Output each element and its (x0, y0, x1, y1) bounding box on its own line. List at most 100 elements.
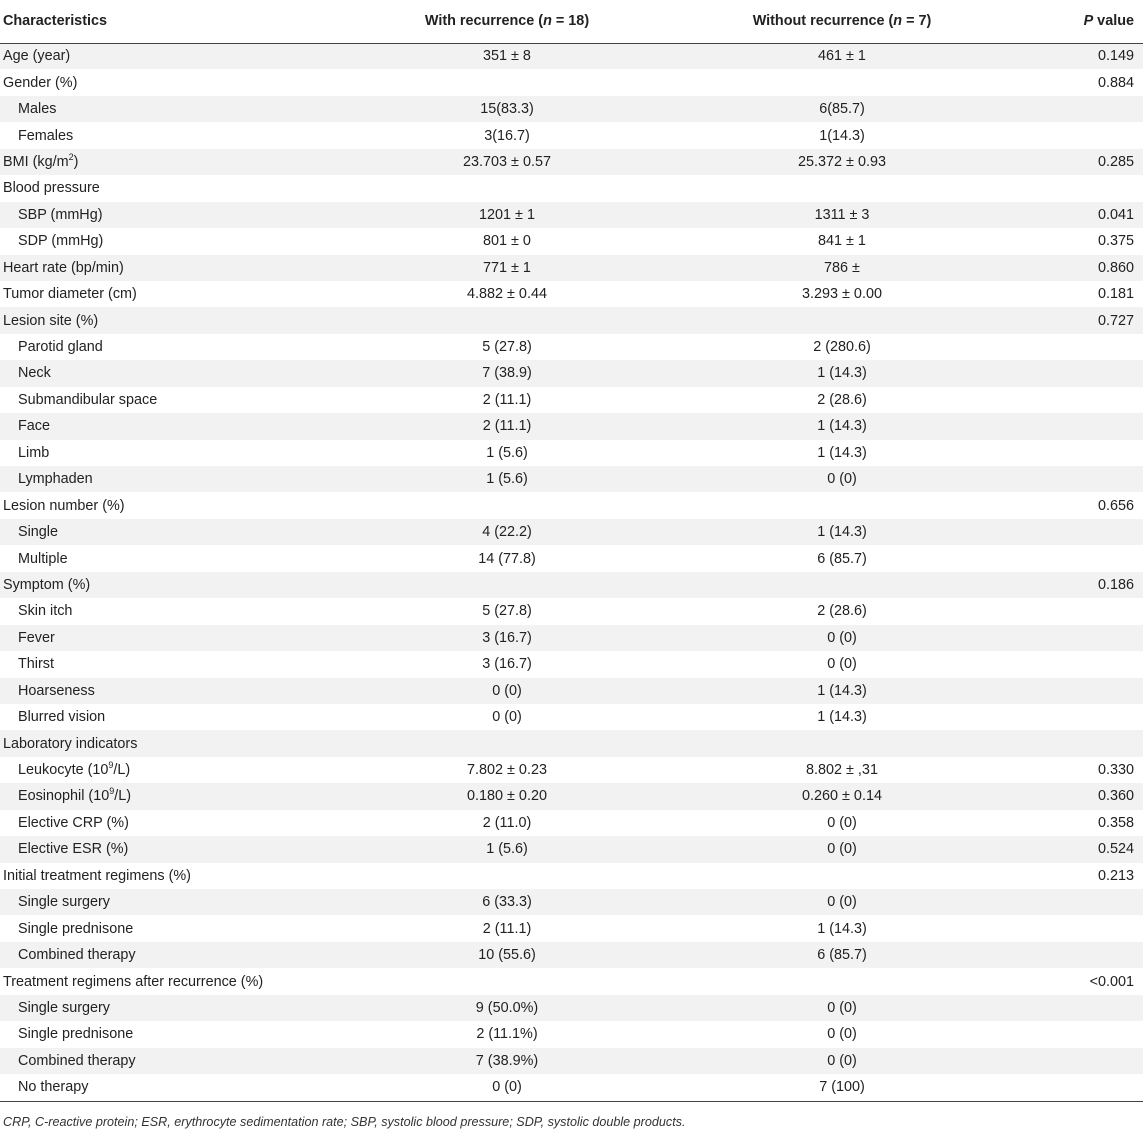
table-header: Characteristics With recurrence (n = 18)… (0, 0, 1143, 43)
row-label: Age (year) (0, 43, 372, 69)
cell-with-recurrence: 3(16.7) (484, 127, 530, 144)
cell-without-recurrence: 1 (14.3) (817, 418, 867, 435)
table-footnote: CRP, C-reactive protein; ESR, erythrocyt… (3, 1114, 686, 1129)
header-without-prefix: Without recurrence ( (752, 13, 894, 30)
cell-p-value: 0.375 (1097, 233, 1134, 250)
row-label: Hoarseness (0, 678, 372, 704)
table-row: Skin itch 5 (27.8) 2 (28.6) (0, 598, 1143, 625)
cell-without-recurrence: 1311 ± 3 (814, 206, 870, 223)
cell-without-recurrence: 0 (0) (827, 999, 857, 1016)
row-label-text: Submandibular space (18, 391, 158, 408)
row-label: Initial treatment regimens (%) (0, 863, 372, 889)
table-row: Multiple 14 (77.8) 6 (85.7) (0, 545, 1143, 572)
row-label-text: SBP (mmHg) (18, 206, 103, 223)
cell-p-value (1042, 889, 1143, 915)
row-label-suffix: ) (73, 153, 79, 170)
cell-with-recurrence: 23.703 ± 0.57 (463, 153, 551, 170)
table-row: Females 3(16.7) 1(14.3) (0, 122, 1143, 149)
header-with-recurrence: With recurrence (n = 18) (372, 0, 642, 43)
table-row: Fever 3 (16.7) 0 (0) (0, 624, 1143, 652)
cell-without-recurrence: 2 (28.6) (817, 391, 867, 408)
cell-p-value (1042, 519, 1143, 545)
cell-with-recurrence: 5 (27.8) (482, 339, 532, 356)
cell-without-recurrence: 1 (14.3) (817, 444, 867, 461)
cell-with-recurrence: 2 (11.1) (482, 920, 532, 937)
cell-without-recurrence: 2 (28.6) (817, 603, 867, 620)
cell-without-recurrence: 0 (0) (827, 1052, 857, 1069)
row-label: Thirst (0, 651, 372, 677)
cell-without-recurrence: 1 (14.3) (817, 524, 867, 541)
header-p-suffix: value (1093, 13, 1134, 30)
row-label: Lesion number (%) (0, 492, 372, 518)
row-label-text: Blood pressure (3, 180, 100, 197)
row-label-suffix: /L) (114, 788, 132, 805)
cell-with-recurrence: 3 (16.7) (482, 656, 532, 673)
row-label-text: Lesion number (%) (3, 497, 125, 514)
row-label-text: Neck (18, 365, 51, 382)
table-row: Age (year) 351 ± 8 461 ± 1 0.149 (0, 43, 1143, 70)
cell-with-recurrence: 1 (5.6) (486, 841, 528, 858)
row-label-text: No therapy (18, 1079, 89, 1096)
cell-without-recurrence: 0 (0) (827, 841, 857, 858)
cell-p-value (1042, 360, 1143, 386)
characteristics-table: Characteristics With recurrence (n = 18)… (0, 0, 1143, 1101)
cell-without-recurrence: 0 (0) (827, 629, 857, 646)
cell-p-value: 0.524 (1097, 841, 1134, 858)
cell-p-value (1042, 704, 1143, 730)
row-label-text: Treatment regimens after recurrence (%) (3, 973, 264, 990)
cell-p-value: <0.001 (1089, 973, 1134, 990)
row-label: Males (0, 96, 372, 122)
table-row: Tumor diameter (cm) 4.882 ± 0.44 3.293 ± 0… (0, 280, 1143, 308)
cell-without-recurrence: 0 (0) (827, 471, 857, 488)
table-row: No therapy 0 (0) 7 (100) (0, 1074, 1143, 1101)
cell-with-recurrence: 1 (5.6) (486, 444, 528, 461)
cell-with-recurrence: 771 ± 1 (483, 259, 531, 276)
cell-without-recurrence (642, 863, 1042, 889)
row-label: Neck (0, 360, 372, 386)
row-label-text: Single surgery (18, 999, 110, 1016)
cell-with-recurrence: 0 (0) (492, 709, 522, 726)
row-label-text: Combined therapy (18, 1052, 136, 1069)
cell-with-recurrence: 4.882 ± 0.44 (467, 286, 547, 303)
table-row: Leukocyte (109/L) 7.802 ± 0.23 8.802 ± ,31… (0, 756, 1143, 784)
table-row: Treatment regimens after recurrence (%) <… (0, 968, 1143, 995)
row-label: Leukocyte (109/L) (0, 757, 372, 783)
row-label-text: Skin itch (18, 603, 73, 620)
cell-without-recurrence: 0 (0) (827, 814, 857, 831)
table-row: Elective ESR (%) 1 (5.6) 0 (0) 0.524 (0, 836, 1143, 863)
table-row: Hoarseness 0 (0) 1 (14.3) (0, 677, 1143, 704)
cell-with-recurrence (372, 863, 642, 889)
row-label-text: Single (18, 524, 59, 541)
row-label-text: Parotid gland (18, 339, 103, 356)
table-row: Thirst 3 (16.7) 0 (0) (0, 651, 1143, 678)
table-row: Blood pressure (0, 175, 1143, 202)
row-label: Elective CRP (%) (0, 810, 372, 836)
row-label: Single (0, 519, 372, 545)
cell-with-recurrence (372, 175, 642, 201)
row-label-text: Laboratory indicators (3, 735, 138, 752)
row-label-text: Leukocyte (10 (18, 762, 109, 779)
row-label: Lymphaden (0, 466, 372, 492)
table-bottom-rule (0, 1100, 1143, 1102)
table-row: Symptom (%) 0.186 (0, 571, 1143, 599)
row-label-text: Heart rate (bp/min) (3, 259, 124, 276)
cell-with-recurrence: 2 (11.1) (482, 391, 532, 408)
row-label-text: Age (year) (3, 48, 71, 65)
header-row: Characteristics With recurrence (n = 18)… (0, 0, 1143, 43)
cell-with-recurrence (372, 69, 642, 95)
table-row: Parotid gland 5 (27.8) 2 (280.6) (0, 333, 1143, 361)
table-row: Initial treatment regimens (%) 0.213 (0, 862, 1143, 889)
cell-with-recurrence: 9 (50.0%) (475, 999, 539, 1016)
cell-p-value: 0.860 (1097, 259, 1134, 276)
cell-without-recurrence: 1 (14.3) (817, 709, 867, 726)
row-label-text: Elective CRP (%) (18, 814, 129, 831)
cell-without-recurrence (642, 968, 1042, 994)
row-label: Elective ESR (%) (0, 836, 372, 862)
table-row: Submandibular space 2 (11.1) 2 (28.6) (0, 386, 1143, 414)
cell-without-recurrence: 0 (0) (827, 894, 857, 911)
cell-without-recurrence: 841 ± 1 (818, 233, 866, 250)
cell-without-recurrence: 6(85.7) (819, 101, 865, 118)
row-label-text: Combined therapy (18, 947, 136, 964)
cell-p-value: 0.041 (1097, 206, 1134, 223)
